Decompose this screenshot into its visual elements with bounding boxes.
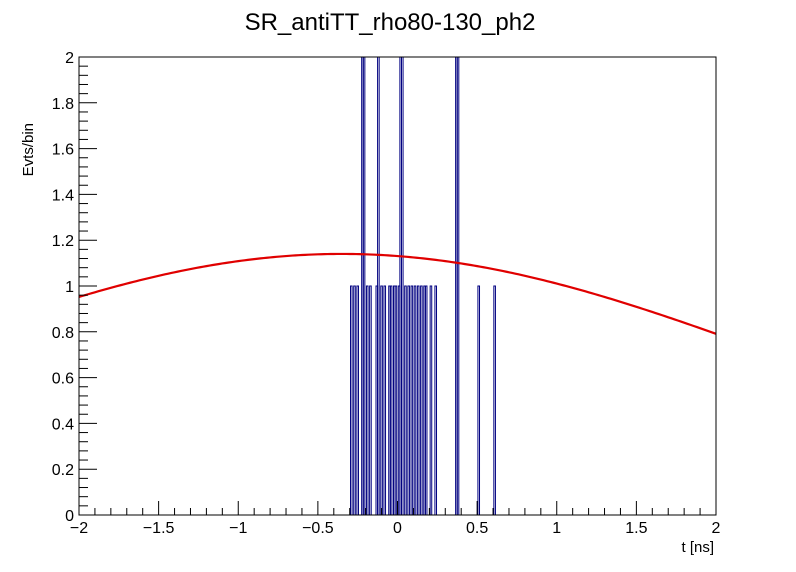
x-tick-label: 1.5 — [625, 520, 647, 537]
y-tick-label: 0.2 — [52, 462, 74, 479]
histogram-bin — [377, 56, 380, 516]
histogram-bin — [400, 56, 404, 516]
y-tick-label: 0.8 — [52, 325, 74, 342]
histogram-bin — [365, 285, 369, 516]
x-tick-label: −0.5 — [302, 520, 334, 537]
chart-title: SR_antiTT_rho80-130_ph2 — [245, 9, 536, 36]
x-axis-label: t [ns] — [681, 539, 714, 556]
y-tick-label: 1.2 — [52, 233, 74, 250]
histogram-bin — [424, 285, 428, 516]
y-tick-label: 1.6 — [52, 142, 74, 159]
histogram-bin — [369, 285, 372, 516]
histogram-bin — [404, 285, 407, 516]
plot-frame — [78, 56, 717, 516]
histogram-bin — [420, 285, 423, 516]
histogram-bin — [356, 285, 359, 516]
histogram-bin — [477, 285, 481, 516]
histogram-bin — [380, 285, 383, 516]
histogram-bin — [456, 56, 460, 516]
histogram-bin — [429, 285, 433, 516]
y-tick-label: 1 — [65, 279, 74, 296]
histogram-bin — [434, 285, 438, 516]
y-axis-ticks — [79, 56, 97, 516]
histogram-bin — [362, 56, 366, 516]
x-tick-label: 2 — [712, 520, 721, 537]
histogram-bin — [394, 285, 398, 516]
y-tick-label: 0.4 — [52, 416, 74, 433]
x-axis-tick-labels: −2 −1.5 −1 −0.5 0 0.5 1 1.5 2 — [70, 520, 721, 537]
y-tick-label: 2 — [65, 50, 74, 67]
histogram-bin — [353, 285, 356, 516]
x-tick-label: −1.5 — [143, 520, 175, 537]
x-tick-label: 1 — [552, 520, 561, 537]
histogram-bin — [350, 285, 353, 516]
x-tick-label: −2 — [70, 520, 88, 537]
y-tick-label: 0 — [65, 508, 74, 525]
histogram-bin — [493, 285, 496, 516]
histogram-bin — [416, 285, 420, 516]
x-tick-label: −1 — [229, 520, 247, 537]
y-tick-label: 1.4 — [52, 187, 74, 204]
histogram-bin — [407, 285, 410, 516]
histogram-bin — [383, 285, 387, 516]
fit-curve — [78, 252, 717, 335]
x-axis-ticks — [78, 501, 717, 515]
histogram-bin — [410, 285, 414, 516]
y-tick-label: 1.8 — [52, 96, 74, 113]
y-tick-label: 0.6 — [52, 371, 74, 388]
x-tick-label: 0 — [393, 520, 402, 537]
histogram-bars — [350, 56, 496, 516]
histogram-bin — [413, 285, 417, 516]
y-axis-tick-labels: 0 0.2 0.4 0.6 0.8 1 1.2 1.4 1.6 1.8 2 — [52, 50, 74, 525]
x-tick-label: 0.5 — [466, 520, 488, 537]
histogram-bin — [389, 285, 393, 516]
y-axis-label: Evts/bin — [20, 123, 37, 176]
